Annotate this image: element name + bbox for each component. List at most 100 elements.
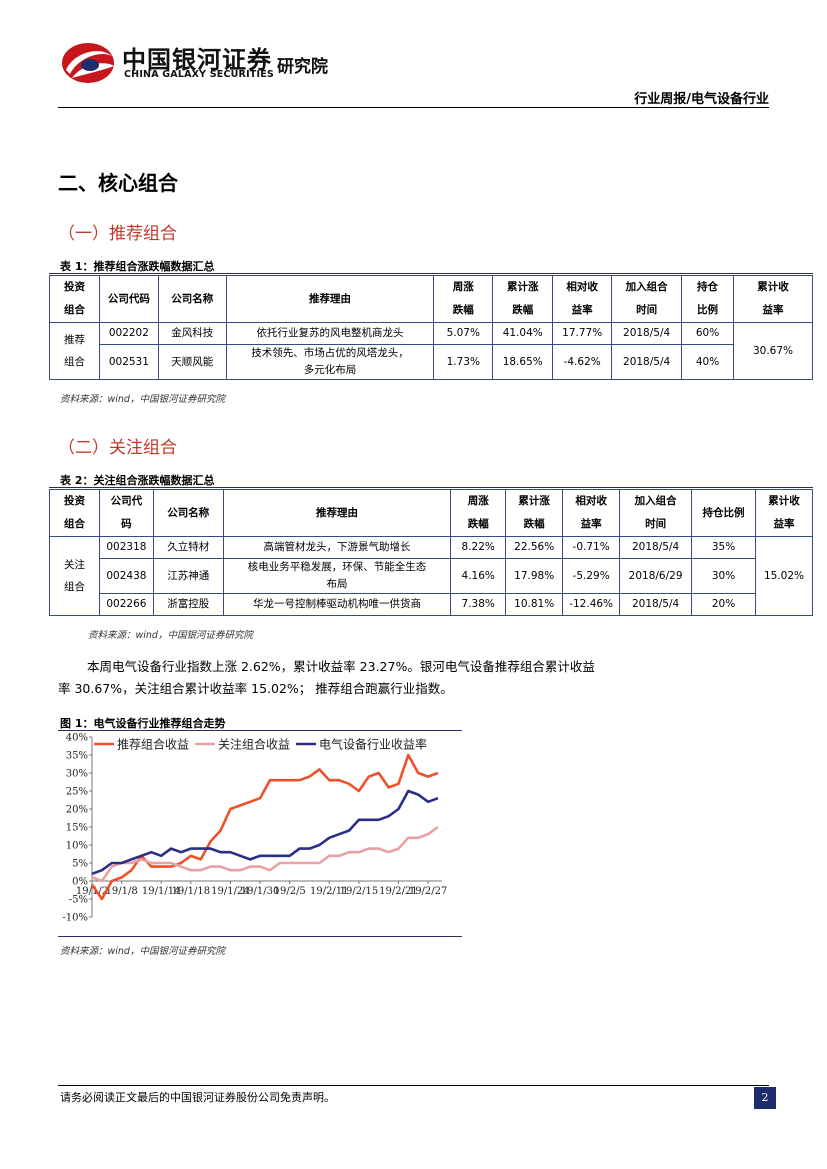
cell-weight: 30% (691, 558, 756, 594)
x-tick-label: 19/1/8 (106, 886, 138, 897)
cell-reason: 核电业务平稳发展，环保、节能全生态 布局 (222, 558, 452, 594)
x-tick-label: 19/1/2 (76, 886, 108, 897)
series-line (90, 753, 439, 901)
cell-name: 天顺风能 (157, 344, 227, 380)
cell-weight: 60% (681, 322, 735, 345)
legend-label: 电气设备行业收益率 (319, 737, 427, 752)
portfolio-group-cell: 关注 组合 (49, 536, 100, 616)
cell-total-return: 15.02% (754, 536, 814, 616)
x-tick-label: 19/1/30 (241, 886, 280, 897)
y-tick-label: 25% (66, 787, 88, 798)
table2-source: 资料来源：wind，中国银河证券研究院 (88, 630, 253, 641)
summary-paragraph-line2: 率 30.67%，关注组合累计收益率 15.02%； 推荐组合跑赢行业指数。 (58, 681, 453, 696)
header-divider (58, 107, 769, 108)
header-reason: 推荐理由 (225, 275, 435, 323)
cell-cum: 41.04% (492, 322, 554, 345)
header-weight: 持仓比例 (691, 489, 756, 537)
table-row: 关注 组合 002318 久立特材 高端管材龙头，下游景气助增长 8.22% 22… (49, 536, 814, 616)
cell-reason: 华龙一号控制棒驱动机构唯一供货商 (222, 593, 452, 616)
chart-lines (90, 753, 439, 901)
cell-cum: 17.98% (505, 558, 564, 594)
cell-rel: -12.46% (562, 593, 621, 616)
header-code: 公司代码 (98, 275, 159, 323)
cell-reason: 依托行业复苏的风电整机商龙头 (225, 322, 435, 345)
header-total-return: 累计收 益率 (733, 275, 813, 323)
cell-name: 江苏神通 (152, 558, 224, 594)
header-relative-return: 相对收 益率 (552, 275, 613, 323)
cell-date: 2018/5/4 (619, 536, 693, 559)
cell-total-return: 30.67% (733, 322, 813, 380)
table-row: 推荐 组合 002202 金风科技 依托行业复苏的风电整机商龙头 5.07% 41… (49, 322, 813, 380)
header-portfolio: 投资 组合 (49, 489, 100, 537)
cell-name: 金风科技 (157, 322, 227, 345)
x-tick-label: 19/1/18 (172, 886, 211, 897)
series-line (91, 825, 439, 883)
brand-name-cn: 中国银河证券 (122, 46, 272, 74)
y-tick-label: -10% (62, 913, 88, 924)
header-weight: 持仓比例 (681, 275, 735, 323)
table1-source: 资料来源：wind，中国银河证券研究院 (60, 394, 225, 405)
y-tick-label: 15% (66, 823, 88, 834)
y-tick-label: -5% (69, 895, 88, 906)
cell-reason: 技术领先、市场占优的风塔龙头， 多元化布局 (225, 344, 435, 380)
y-tick-label: 0% (72, 877, 88, 888)
cell-week: 5.07% (433, 322, 494, 345)
x-tick-label: 19/2/11 (310, 886, 349, 897)
cell-rel: 17.77% (552, 322, 613, 345)
cell-code: 002202 (98, 322, 159, 345)
figure-top-rule (58, 730, 462, 731)
cell-reason: 高端管材龙头，下游景气助增长 (222, 536, 452, 559)
y-tick-label: 5% (72, 859, 88, 870)
cell-weight: 40% (681, 344, 735, 380)
cell-week: 4.16% (450, 558, 507, 594)
series-line (91, 789, 439, 876)
cell-rel: -0.71% (562, 536, 621, 559)
header-reason: 推荐理由 (222, 489, 452, 537)
summary-paragraph-line1: 本周电气设备行业指数上涨 2.62%，累计收益率 23.27%。银河电气设备推荐… (87, 659, 595, 674)
y-tick-label: 20% (66, 805, 88, 816)
figure-source: 资料来源：wind，中国银河证券研究院 (60, 946, 225, 957)
table-header-row: 投资 组合 公司代码 公司名称 推荐理由 周涨 跌幅 累计涨 跌幅 相对收 益率 加入组… (49, 275, 813, 323)
table-header-row: 投资 组合 公司代码 公司名称 推荐理由 周涨 跌幅 累计涨 跌幅 相对收 益率 加入组… (49, 489, 814, 537)
brand-name-en: CHINA GALAXY SECURITIES (124, 69, 274, 80)
subsection-recommended: （一）推荐组合 (58, 224, 177, 244)
x-tick-label: 19/2/5 (274, 886, 306, 897)
legend-label: 关注组合收益 (218, 737, 290, 752)
portfolio-trend-chart: 40%35%30%25%20%15%10%5%0%-5%-10% 19/1/21… (62, 733, 447, 924)
header-code: 公司代码 (98, 489, 154, 537)
legend-label: 推荐组合收益 (117, 737, 189, 752)
cell-weight: 20% (691, 593, 756, 616)
figure-bottom-rule (58, 936, 462, 937)
chart-legend: 推荐组合收益 关注组合收益 电气设备行业收益率 (94, 737, 427, 752)
y-tick-label: 40% (66, 733, 88, 744)
header-join-date: 加入组合 时间 (619, 489, 693, 537)
portfolio-group-cell: 推荐 组合 (49, 322, 100, 380)
header-join-date: 加入组合 时间 (611, 275, 683, 323)
figure-title: 图 1：电气设备行业推荐组合走势 (60, 717, 226, 730)
footer-divider (58, 1085, 769, 1086)
cell-date: 2018/5/4 (611, 344, 683, 380)
subsection-watch: （二）关注组合 (58, 438, 177, 458)
header-relative-return: 相对收 益率 (562, 489, 621, 537)
header-week-change: 周涨 跌幅 (450, 489, 507, 537)
cell-rel: -4.62% (552, 344, 613, 380)
header-cum-change: 累计涨 跌幅 (505, 489, 564, 537)
y-axis-ticks: 40% 35% 30% 25% 20% 15% 10% 5% 0% -5% -10% (62, 733, 442, 924)
cell-week: 8.22% (450, 536, 507, 559)
table1-title: 表 1：推荐组合涨跌幅数据汇总 (60, 260, 215, 273)
table1-top-rule (49, 273, 813, 274)
report-type: 行业周报/电气设备行业 (634, 92, 769, 107)
cell-rel: -5.29% (562, 558, 621, 594)
x-tick-label: 19/2/15 (340, 886, 379, 897)
table-row: 002531 天顺风能 技术领先、市场占优的风塔龙头， 多元化布局 1.73% 1… (50, 344, 813, 380)
table-row: 002266 浙富控股 华龙一号控制棒驱动机构唯一供货商 7.38% 10.81… (50, 593, 813, 616)
y-tick-label: 10% (66, 841, 88, 852)
header-portfolio: 投资 组合 (49, 275, 100, 323)
y-tick-label: 30% (66, 769, 88, 780)
watch-portfolio-table: 投资 组合 公司代码 公司名称 推荐理由 周涨 跌幅 累计涨 跌幅 相对收 益率 加入组… (49, 489, 814, 616)
disclaimer-note: 请务必阅读正文最后的中国银河证券股份公司免责声明。 (60, 1091, 335, 1104)
cell-code: 002318 (98, 536, 154, 559)
recommended-portfolio-table: 投资 组合 公司代码 公司名称 推荐理由 周涨 跌幅 累计涨 跌幅 相对收 益率 加入组… (49, 275, 813, 380)
cell-weight: 35% (691, 536, 756, 559)
